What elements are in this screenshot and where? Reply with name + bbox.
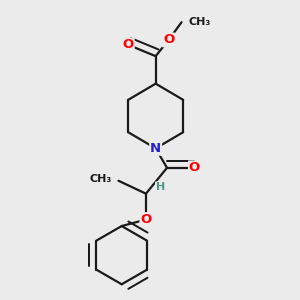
Text: H: H bbox=[156, 182, 165, 192]
Text: CH₃: CH₃ bbox=[188, 17, 210, 27]
Text: CH₃: CH₃ bbox=[90, 174, 112, 184]
Text: O: O bbox=[122, 38, 134, 51]
Text: N: N bbox=[150, 142, 161, 155]
Text: O: O bbox=[140, 213, 152, 226]
Text: O: O bbox=[163, 34, 174, 46]
Text: O: O bbox=[189, 161, 200, 174]
